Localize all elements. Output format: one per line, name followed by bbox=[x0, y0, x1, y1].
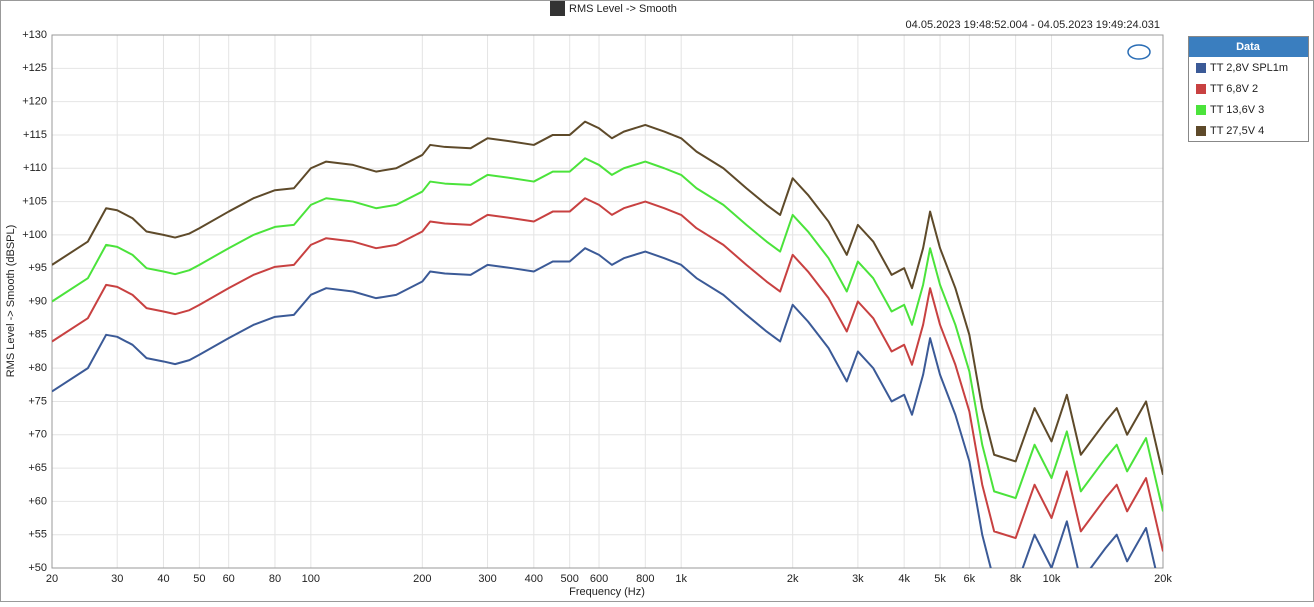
y-tick-label: +55 bbox=[28, 529, 47, 541]
fx-icon bbox=[550, 1, 565, 16]
x-tick-label: 600 bbox=[590, 573, 608, 585]
y-tick-label: +50 bbox=[28, 562, 47, 574]
y-tick-label: +110 bbox=[23, 162, 47, 174]
legend-header bbox=[1189, 37, 1308, 57]
x-tick-label: 20 bbox=[46, 573, 58, 585]
x-tick-label: 50 bbox=[193, 573, 205, 585]
legend-label: TT 27,5V 4 bbox=[1210, 125, 1264, 137]
x-tick-label: 40 bbox=[157, 573, 169, 585]
x-tick-label: 20k bbox=[1154, 573, 1172, 585]
x-tick-label: 2k bbox=[787, 573, 799, 585]
y-tick-label: +60 bbox=[28, 495, 47, 507]
legend-title: Data bbox=[1236, 41, 1261, 53]
ap-logo bbox=[1127, 44, 1151, 60]
y-tick-label: +100 bbox=[22, 229, 47, 241]
series-line bbox=[52, 120, 1163, 475]
y-tick-label: +85 bbox=[28, 329, 47, 341]
y-tick-label: +105 bbox=[22, 195, 47, 207]
y-tick-label: +95 bbox=[28, 262, 47, 274]
x-tick-label: 400 bbox=[525, 573, 543, 585]
x-tick-label: 200 bbox=[413, 573, 431, 585]
x-tick-label: 300 bbox=[478, 573, 496, 585]
plot-lines bbox=[52, 120, 1163, 568]
y-tick-label: +90 bbox=[28, 295, 47, 307]
legend-label: TT 13,6V 3 bbox=[1210, 104, 1264, 116]
x-tick-label: 800 bbox=[636, 573, 654, 585]
x-tick-label: 10k bbox=[1043, 573, 1061, 585]
x-tick-label: 3k bbox=[852, 573, 864, 585]
y-tick-label: +75 bbox=[28, 395, 47, 407]
y-tick-label: +120 bbox=[22, 96, 47, 108]
series-line bbox=[52, 197, 1163, 552]
y-tick-label: +65 bbox=[28, 462, 47, 474]
series-line bbox=[52, 157, 1163, 512]
legend-swatch bbox=[1196, 126, 1206, 136]
x-axis-label: Frequency (Hz) bbox=[569, 586, 645, 598]
y-axis-label: RMS Level -> Smooth (dBSPL) bbox=[5, 225, 17, 378]
legend-label: TT 6,8V 2 bbox=[1210, 83, 1258, 95]
legend-swatch bbox=[1196, 105, 1206, 115]
x-tick-label: 60 bbox=[223, 573, 235, 585]
series-line bbox=[52, 247, 1157, 568]
x-tick-label: 30 bbox=[111, 573, 123, 585]
legend-swatch bbox=[1196, 84, 1206, 94]
x-tick-label: 500 bbox=[561, 573, 579, 585]
legend-label: TT 2,8V SPL1m bbox=[1210, 62, 1288, 74]
time-range: 04.05.2023 19:48:52.004 - 04.05.2023 19:… bbox=[906, 19, 1160, 31]
x-tick-label: 4k bbox=[898, 573, 910, 585]
y-tick-label: +125 bbox=[22, 62, 47, 74]
y-tick-label: +115 bbox=[23, 129, 47, 141]
y-tick-label: +70 bbox=[28, 429, 47, 441]
x-tick-label: 80 bbox=[269, 573, 281, 585]
x-tick-label: 5k bbox=[934, 573, 946, 585]
x-tick-label: 1k bbox=[675, 573, 687, 585]
y-tick-label: +80 bbox=[28, 362, 47, 374]
y-tick-label: +130 bbox=[22, 29, 47, 41]
x-tick-label: 100 bbox=[302, 573, 320, 585]
x-tick-label: 6k bbox=[964, 573, 976, 585]
legend-swatch bbox=[1196, 63, 1206, 73]
x-tick-label: 8k bbox=[1010, 573, 1022, 585]
chart-title: RMS Level -> Smooth bbox=[569, 3, 677, 15]
